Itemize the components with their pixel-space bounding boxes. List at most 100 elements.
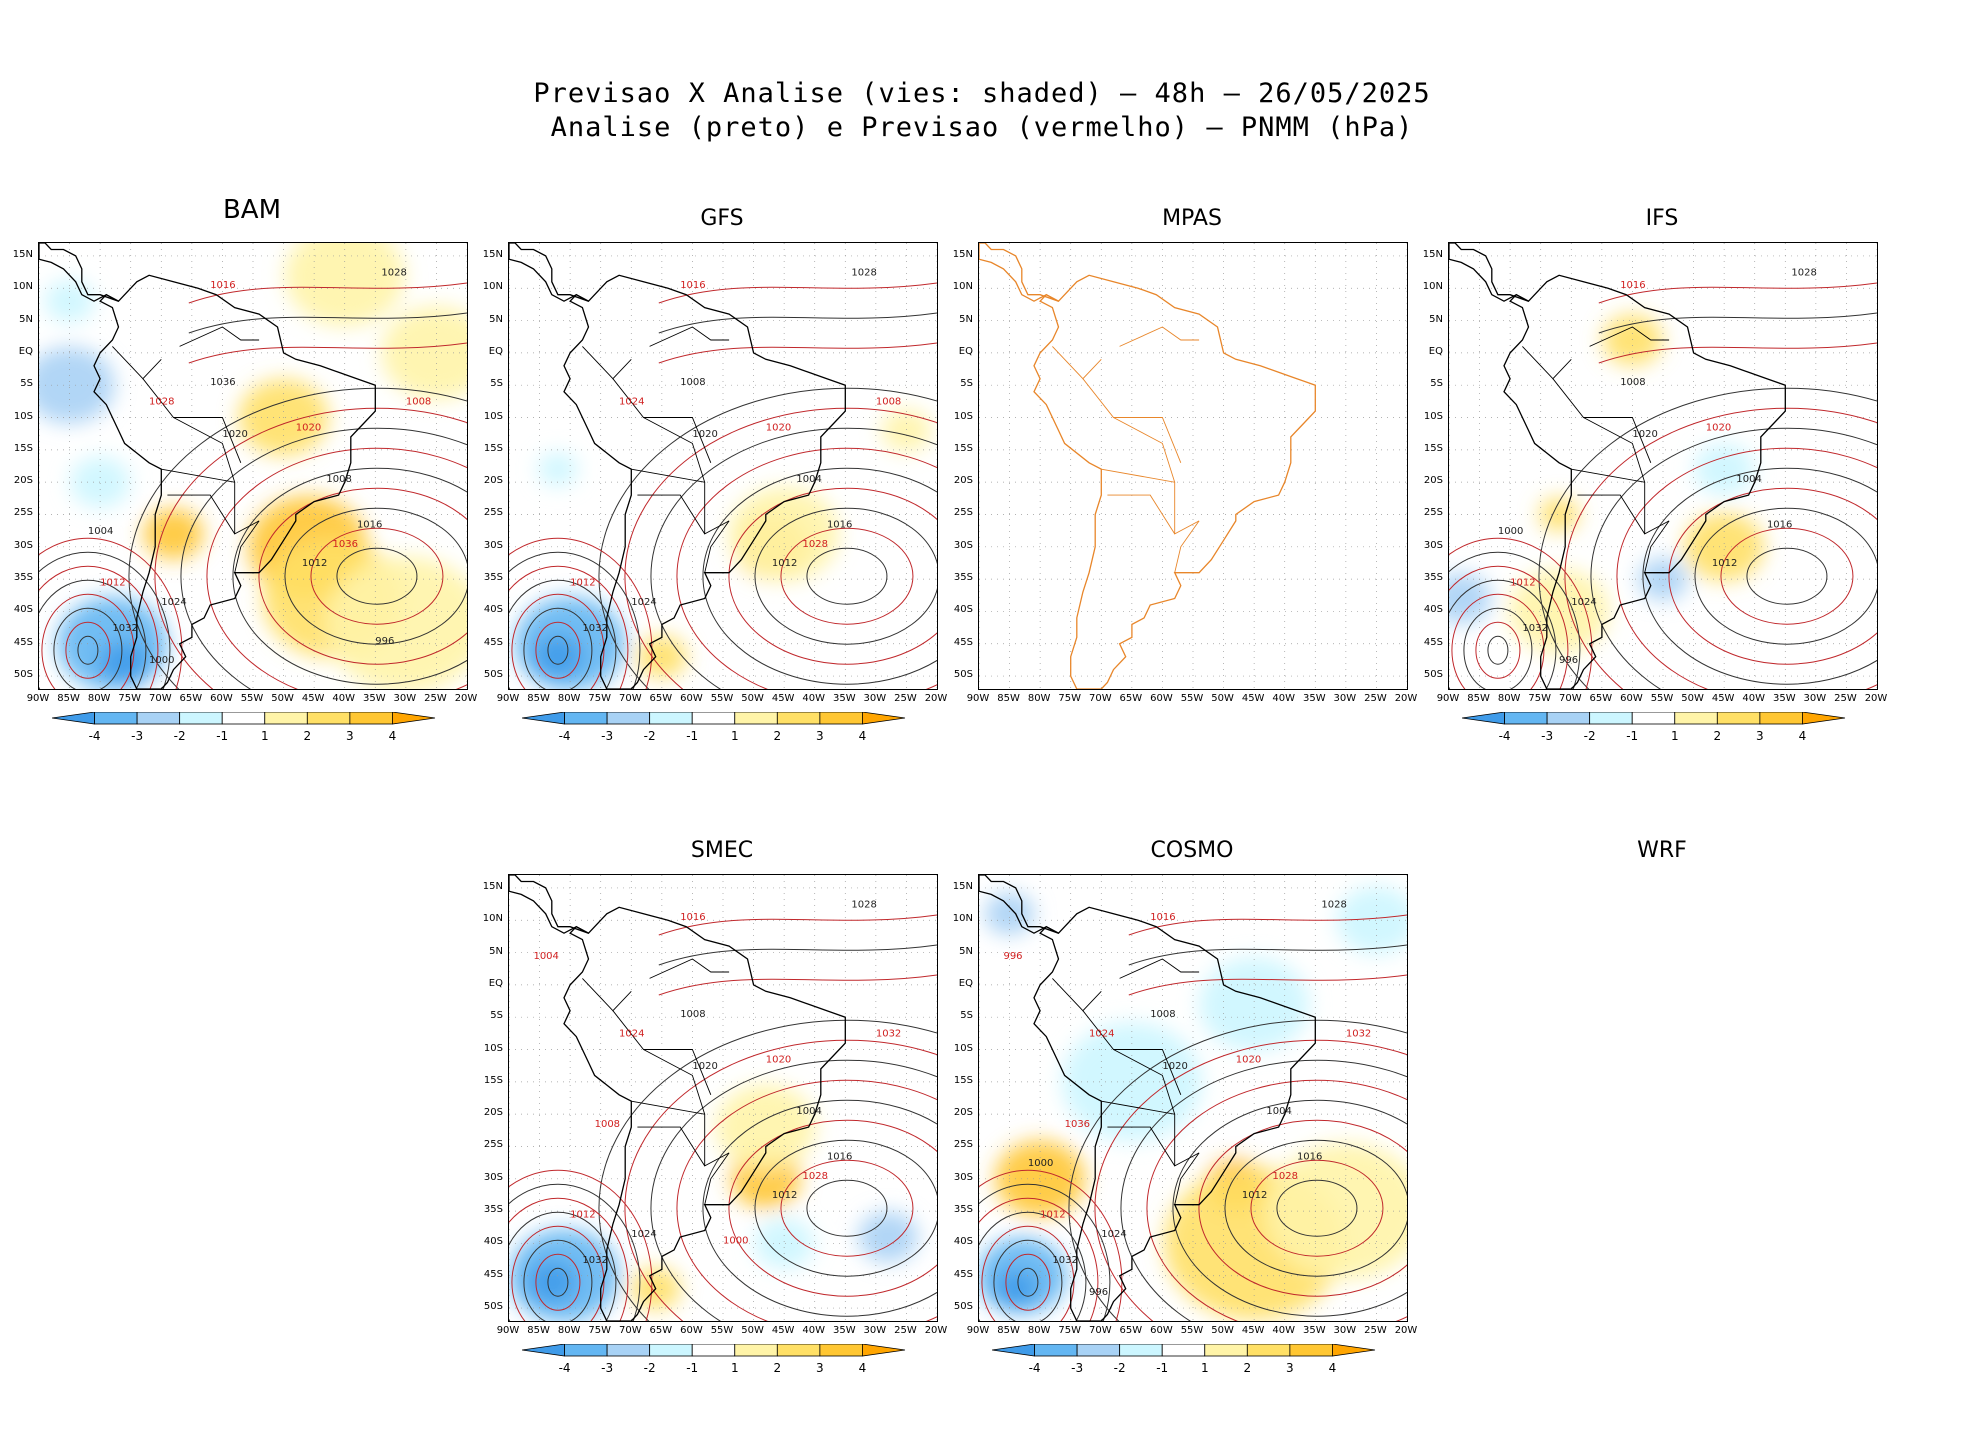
lat-tick-label: 35S [953, 1204, 973, 1216]
isobar-high [598, 1019, 937, 1321]
lon-tick-label: 65W [649, 1325, 673, 1336]
isobar-high [206, 447, 467, 689]
lat-tick-label: 5S [490, 378, 503, 390]
lon-tick-label: 20W [924, 693, 948, 704]
lon-tick-label: 75W [1528, 693, 1552, 704]
lon-tick-label: 70W [1088, 693, 1112, 704]
isobar-low [509, 537, 653, 689]
isobar-label-analysis: 1008 [680, 377, 705, 388]
colorbar-label: 4 [388, 729, 397, 743]
isobar-low [1449, 551, 1581, 689]
country-border [1644, 520, 1670, 573]
lat-tick-label: 40S [483, 1236, 503, 1248]
colorbar-segment [221, 711, 266, 725]
colorbar-arrow-right [392, 711, 436, 725]
lon-tick-label: 45W [301, 693, 325, 704]
isobar-high [232, 467, 467, 685]
bias-blob [39, 346, 115, 424]
lon-tick-label: 50W [271, 693, 294, 704]
colorbar-segment [1631, 711, 1676, 725]
bias-blob [99, 641, 150, 685]
central-america-outline [1449, 243, 1529, 302]
figure-title-line1: Previsao X Analise (vies: shaded) – 48h … [533, 78, 1431, 109]
isobar-low [547, 635, 569, 665]
map-panel-ifs: 1012 1016 1020 1024 1028 1032 1008 1004 1000 996 1… [1448, 242, 1878, 690]
south-america-outline [563, 906, 846, 1321]
lat-tick-label: 10S [483, 410, 503, 422]
lon-tick-label: 75W [1058, 1325, 1082, 1336]
lon-tick-label: 35W [1302, 693, 1326, 704]
isobars [509, 282, 937, 689]
lat-tick-label: 10S [953, 1042, 973, 1054]
isobar-label-analysis: 1016 [827, 1151, 852, 1162]
lat-tick-label: 30S [1423, 539, 1443, 551]
isobar-low [511, 593, 605, 689]
isobar-high [1720, 527, 1854, 625]
colorbar-label: -3 [131, 729, 144, 743]
lat-tick-label: 5S [960, 1010, 973, 1022]
country-border [1522, 346, 1572, 380]
isobar-north [188, 282, 467, 304]
isobar-high [180, 427, 467, 689]
lat-tick-label: EQ [1428, 345, 1443, 357]
isobar-low [1463, 607, 1533, 689]
lat-tick-label: 15S [953, 1074, 973, 1086]
isobar-high [754, 507, 937, 645]
isobar-high [1198, 1119, 1407, 1297]
colorbar-gfs: -4 -3 -2 -1 1 2 3 4 [521, 711, 942, 752]
colorbar-arrow-left [1461, 711, 1505, 725]
lat-tick-label: 20S [1423, 475, 1443, 487]
isobar-high [624, 1039, 937, 1321]
map-panel-gfs: 1012 1016 1020 1024 1028 1032 1008 1004 1012 1016… [508, 242, 938, 690]
isobar-low [535, 1253, 581, 1311]
lon-tick-label: 30W [863, 693, 887, 704]
isobar-label-forecast: 1004 [533, 951, 558, 962]
isobar-low [53, 607, 123, 689]
colorbar-arrow-left [991, 1343, 1035, 1357]
isobar-low [509, 1183, 641, 1321]
isobar-low [65, 621, 111, 679]
colorbar-label: -4 [558, 1361, 571, 1375]
isobar-label-analysis: 1028 [851, 267, 876, 278]
lon-tick-label: 40W [1272, 1325, 1296, 1336]
isobar-label-analysis: 1004 [796, 1106, 821, 1117]
lat-tick-label: 10N [952, 913, 973, 925]
bias-blob [526, 1260, 577, 1304]
map-panel-cosmo: 1012 1016 1020 1024 1028 1032 1008 1004 1000 996 1… [978, 874, 1408, 1322]
grid-dots [979, 875, 1407, 1321]
lon-tick-label: 65W [649, 693, 673, 704]
isobar-label-analysis: 1012 [1242, 1190, 1267, 1201]
colorbar-segment [734, 1343, 778, 1357]
isobar-high [702, 467, 937, 685]
isobar-label-analysis: 1036 [210, 377, 235, 388]
colorbar-arrow-right [862, 1343, 906, 1357]
grid-dots [1449, 243, 1877, 689]
lon-tick-label: 30W [1333, 1325, 1357, 1336]
isobar-label-analysis: 1032 [582, 1255, 607, 1266]
lat-tick-label: 50S [483, 669, 503, 681]
isobar-label-forecast: 1000 [723, 1235, 748, 1246]
colorbar-bam: -4 -3 -2 -1 1 2 3 4 [51, 711, 472, 752]
map-panel-bam: 1012 1016 1020 1024 1028 1032 1036 1008 1004 1000… [38, 242, 468, 690]
isobar-label-forecast: 996 [1003, 951, 1022, 962]
colorbar-svg [51, 711, 436, 725]
isobar-label-forecast: 1016 [680, 280, 705, 291]
isobar-north [1128, 974, 1407, 996]
isobar-high [336, 547, 418, 605]
isobar-north [1598, 282, 1877, 304]
isobar-low [509, 551, 641, 689]
lon-tick-label: 65W [1589, 693, 1613, 704]
isobars [1449, 282, 1877, 689]
colorbar-label: 4 [1328, 1361, 1337, 1375]
country-border [582, 346, 632, 380]
lon-tick-label: 65W [179, 693, 203, 704]
isobar-high [650, 427, 937, 689]
lat-tick-label: 20S [953, 1107, 973, 1119]
colorbar-segment [691, 1343, 736, 1357]
isobar-high [154, 407, 467, 689]
isobar-label-analysis: 1012 [772, 1190, 797, 1201]
isobar-label-forecast: 1020 [766, 422, 791, 433]
lon-tick-label: 35W [1772, 693, 1796, 704]
map-panel-mpas [978, 242, 1408, 690]
colorbar-label: -3 [601, 1361, 614, 1375]
